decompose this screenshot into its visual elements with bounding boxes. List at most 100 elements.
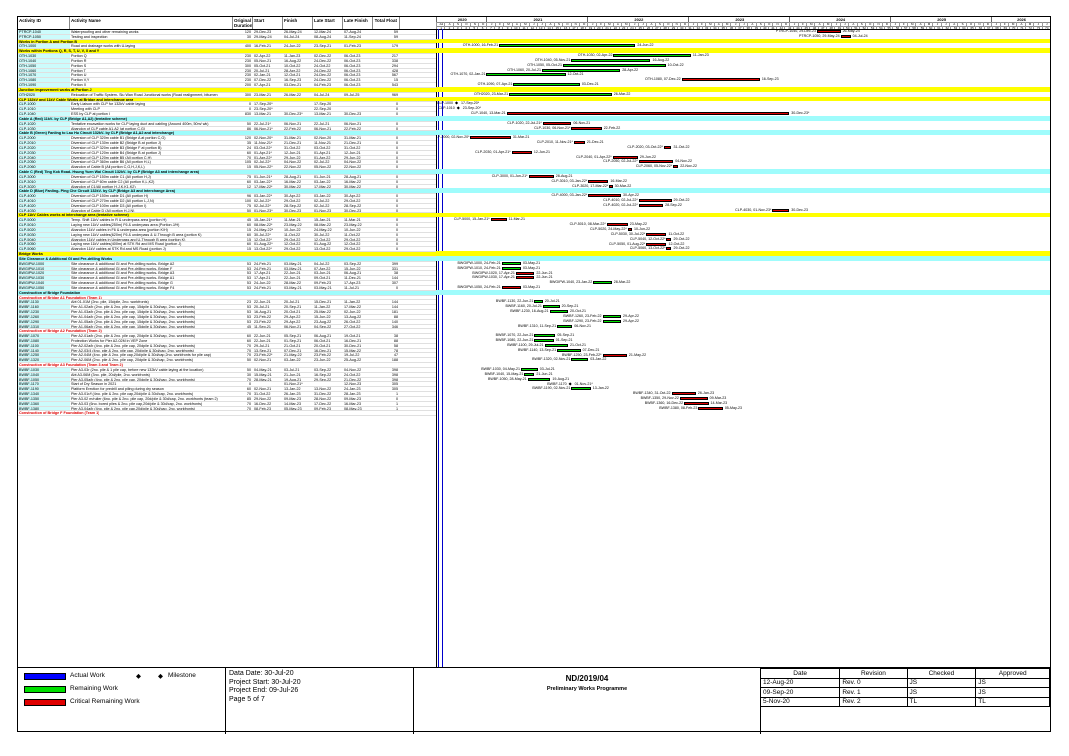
activity-bar[interactable]	[817, 30, 841, 33]
wbs-group-row[interactable]: Cable A (Red) 11kV- by CLP (Bridge A1,A2…	[18, 116, 436, 122]
col-header-start[interactable]: Start	[253, 17, 283, 29]
table-row[interactable]: BWGIPW-1050 Site clearance & additional G…	[18, 285, 436, 291]
table-row[interactable]: CLP-2030 Diversion of CLP 120m cable B4 (…	[18, 150, 436, 156]
table-row[interactable]: BWBF-1350 Pier A3-02 m/ruller (6no. pile …	[18, 396, 436, 402]
activity-bar[interactable]	[520, 368, 538, 372]
milestone-icon[interactable]: ◆	[455, 100, 459, 106]
wbs-group-row[interactable]: Bridge Works	[18, 252, 436, 257]
activity-bar[interactable]	[627, 228, 632, 232]
activity-bar[interactable]	[663, 145, 672, 149]
table-row[interactable]: CLP-2020 Diversion of CLP 320m cable B3 (…	[18, 145, 436, 151]
activity-bar[interactable]	[563, 63, 666, 67]
milestone-icon[interactable]: ◆	[568, 380, 572, 386]
activity-bar[interactable]	[509, 92, 612, 96]
table-row[interactable]: OTH2020 Relocation of Traffic System- Siu…	[18, 92, 436, 98]
table-row[interactable]: BWBF-1130 Abt 01-01M (2no. pile, 15dpile,…	[18, 300, 436, 306]
table-row[interactable]: BWGIPW-1020 Site clearance & additional G…	[18, 271, 436, 277]
activity-bar[interactable]	[684, 401, 709, 405]
activity-bar[interactable]	[528, 174, 554, 178]
activity-bar[interactable]	[534, 339, 554, 343]
table-row[interactable]: PTRCP-1040 Waterproofing and other remain…	[18, 30, 436, 35]
wbs-group-row[interactable]: Junction improvement works at Portion J	[18, 87, 436, 93]
table-row[interactable]: CLP-1000 Early Liaison with CLP for 132kV…	[18, 102, 436, 108]
table-row[interactable]: OTH-1080 Portion V,Y 230 07-Dec-22 16-Sep-23…	[18, 78, 436, 84]
activity-bar[interactable]	[557, 324, 573, 328]
activity-bar[interactable]	[501, 261, 521, 265]
activity-bar[interactable]	[571, 58, 651, 62]
table-row[interactable]: OTH-1090 Portion X 200 07-Apr-21 03-Dec-21 04…	[18, 83, 436, 88]
table-row[interactable]: BWGIPW-1010 Site clearance & additional G…	[18, 266, 436, 272]
table-row[interactable]: CLP-1020 Tentative excavation works for C…	[18, 121, 436, 127]
activity-bar[interactable]	[515, 276, 535, 280]
activity-bar[interactable]	[549, 310, 569, 314]
col-header-total-float[interactable]: Total Float	[373, 17, 400, 29]
table-row[interactable]: OTH-1040 Portion R 230 05-Nov-21 16-Aug-22 24…	[18, 58, 436, 64]
table-row[interactable]: OTH-1070 Portion U 230 02-Jan-21 12-Oct-21 24…	[18, 73, 436, 79]
table-row[interactable]: BWGIPW-1030 Site clearance & additional G…	[18, 276, 436, 282]
wbs-group-row[interactable]: Works within Portions Q, R, S, T, U, V, …	[18, 49, 436, 55]
activity-bar[interactable]	[666, 237, 672, 241]
table-row[interactable]: CLP-5050 Laying new 11kV cables(400m) at …	[18, 242, 436, 248]
table-row[interactable]: BWBF-1360 Pier A3-03 (6no. bored piles & …	[18, 401, 436, 407]
table-row[interactable]: BWBF-1030 Pier A3-03r (2no. pile & 1 pile…	[18, 367, 436, 373]
table-row[interactable]: BWBF-1070 Pier A2-01a/b (2no. pile & 2no.…	[18, 334, 436, 339]
table-row[interactable]: CLP-3010 Diversion of CLP 60m cable C2 (A…	[18, 179, 436, 185]
table-row[interactable]: CLP-2000 Diversion of CLP 320m cable B1 (…	[18, 136, 436, 142]
activity-bar[interactable]	[588, 179, 609, 183]
activity-bar[interactable]	[513, 83, 580, 87]
table-row[interactable]: CLP-1040 ESS by CLP at portion I 830 13-Mar…	[18, 112, 436, 117]
wbs-group-row[interactable]: CLP 132kV and 11kV Cable Works at Bridge…	[18, 97, 436, 103]
table-row[interactable]: CLP-5010 Laying new 11kV cables(250m) F6 …	[18, 223, 436, 228]
activity-bar[interactable]	[679, 397, 708, 401]
activity-bar[interactable]	[602, 353, 627, 357]
activity-bar[interactable]	[613, 54, 691, 58]
table-row[interactable]: CLP-4020 Diversion of CLP 100m cable D3 (…	[18, 203, 436, 209]
table-row[interactable]: PTRCP-1050 Testing and inspection 30 29-May…	[18, 34, 436, 40]
activity-bar[interactable]	[573, 141, 585, 145]
table-row[interactable]: BWBF-1340 Pier A3-01r/f (4no. pile & 2no.…	[18, 392, 436, 397]
table-row[interactable]: OTH-1050 Portion S 300 05-Oct-21 10-Oct-22 24…	[18, 63, 436, 69]
table-row[interactable]: BWBF-1100 Pier A2-02a/b (4no. pile & 2no.…	[18, 343, 436, 349]
activity-bar[interactable]	[486, 73, 566, 77]
activity-bar[interactable]	[593, 281, 612, 285]
activity-bar[interactable]	[524, 372, 535, 376]
activity-bar[interactable]	[490, 218, 507, 222]
activity-bar[interactable]	[646, 232, 667, 236]
table-row[interactable]: BWBF-1170 Start of Dry Season in 2021 0 01-…	[18, 382, 436, 388]
table-row[interactable]: BWBF-1190 Platform Erection for predrill …	[18, 387, 436, 393]
activity-bar[interactable]	[671, 392, 696, 396]
table-row[interactable]: BWBF-1080 Protection Works for Pier A2-02…	[18, 339, 436, 344]
wbs-group-row[interactable]: CLP 11kV Cables works at interchange are…	[18, 213, 436, 219]
table-row[interactable]: BWBF-1140 Pier A2-03/4 (4no. pile & 2no. …	[18, 348, 436, 354]
table-row[interactable]: CLP-3020 Abandon of C1(All portion H,J,K,…	[18, 184, 436, 190]
activity-bar[interactable]	[673, 165, 679, 169]
col-header-late-start[interactable]: Late Start	[313, 17, 343, 29]
table-row[interactable]: CLP-4030 Abandon of Cable D (All portion …	[18, 208, 436, 214]
activity-bar[interactable]	[840, 34, 851, 38]
activity-bar[interactable]	[602, 314, 622, 318]
table-row[interactable]: BWBF-1320 Pier A2-06M (2no. pile & 2no. p…	[18, 358, 436, 364]
wbs-group-row[interactable]: Site Clearance & Additional GI and Pre-d…	[18, 256, 436, 262]
table-row[interactable]: CLP-2040 Diversion of CLP 120m cable B5 (…	[18, 155, 436, 161]
col-header-duration[interactable]: Original Duration	[234, 17, 253, 29]
activity-bar[interactable]	[602, 319, 622, 323]
activity-bar[interactable]	[638, 199, 672, 203]
activity-bar[interactable]	[534, 300, 543, 304]
activity-bar[interactable]	[515, 271, 535, 275]
table-row[interactable]: BWBF-1050 Pier A3-05a/b (4no. pile & 2no.…	[18, 377, 436, 383]
col-header-name[interactable]: Activity Name	[70, 17, 233, 29]
wbs-group-row[interactable]: Construction of Bridge A2 Foundation (Te…	[18, 329, 436, 335]
activity-bar[interactable]	[609, 184, 613, 188]
activity-bar[interactable]	[499, 44, 636, 48]
activity-bar[interactable]	[501, 266, 521, 270]
activity-bar[interactable]	[638, 203, 664, 207]
col-header-id[interactable]: Activity ID	[18, 17, 70, 29]
table-row[interactable]: OTH-1030 Portion Q 230 02-Apr-22 11-Jan-23 02…	[18, 54, 436, 59]
table-row[interactable]: OTH-1000 Road and drainage works with U-l…	[18, 44, 436, 50]
activity-bar[interactable]	[542, 305, 560, 309]
table-row[interactable]: BWBF-1160 Pier A1-02a/b (2no. pile & 2no.…	[18, 305, 436, 311]
activity-bar[interactable]	[588, 194, 622, 198]
activity-bar[interactable]	[527, 377, 551, 381]
table-row[interactable]: BWGIPW-1000 Site clearance & additional G…	[18, 261, 436, 267]
activity-bar[interactable]	[698, 406, 723, 410]
